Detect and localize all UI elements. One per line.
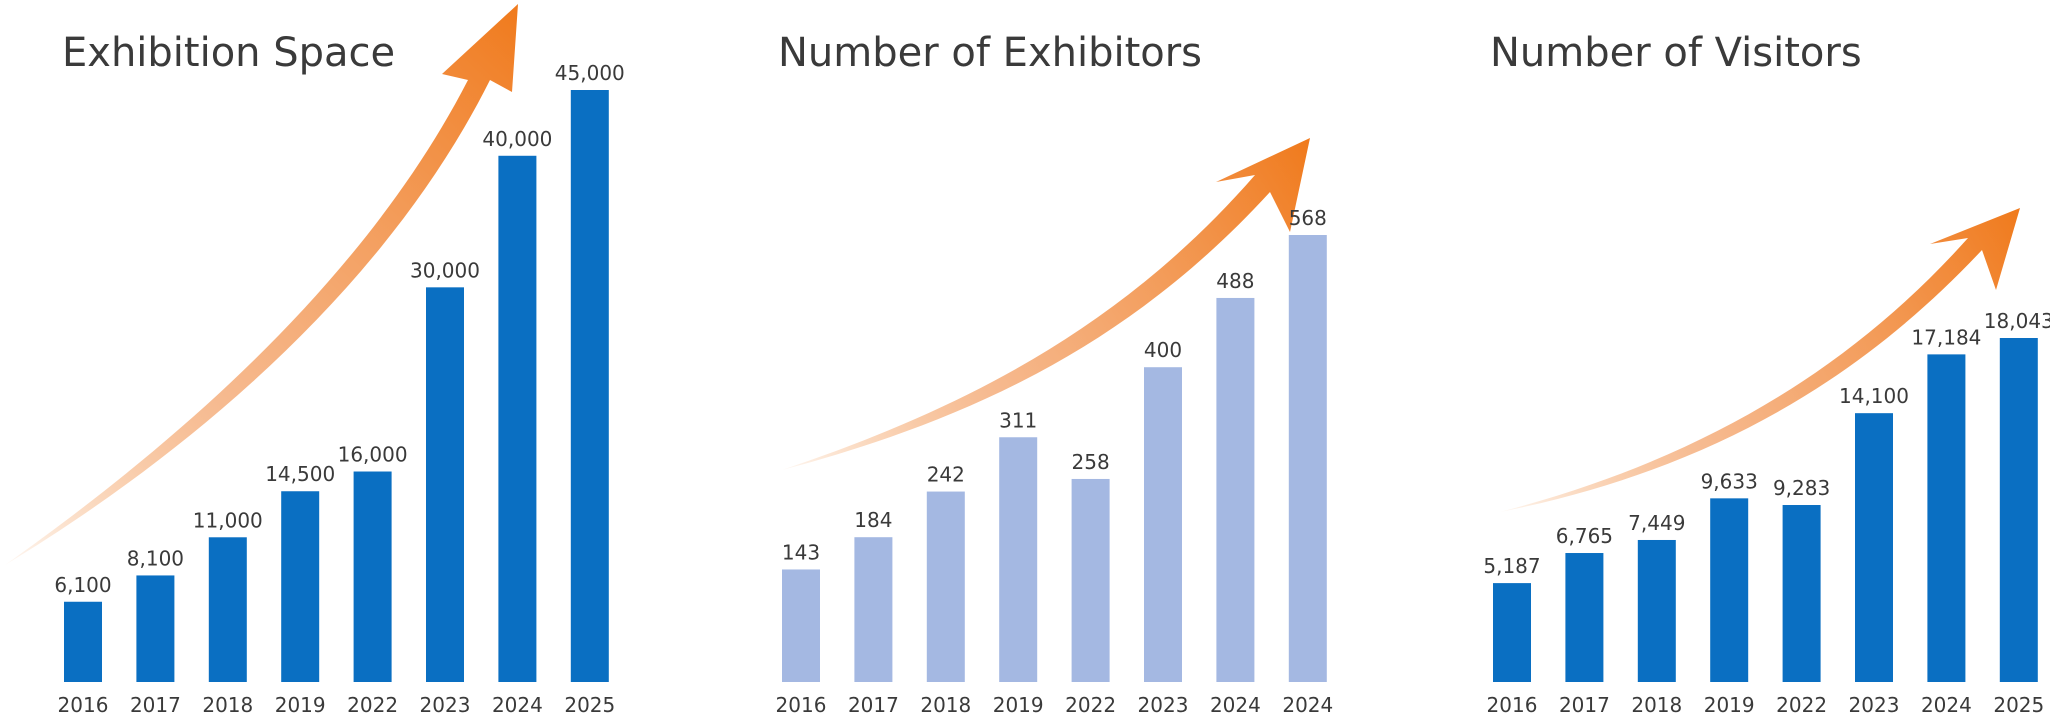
data-label: 8,100: [127, 546, 184, 570]
data-label: 14,500: [265, 462, 335, 486]
bar: [498, 155, 537, 682]
bar: [570, 90, 609, 682]
bar: [926, 491, 965, 682]
data-label: 568: [1289, 206, 1327, 230]
data-label: 258: [1072, 450, 1110, 474]
bar: [353, 471, 392, 682]
growth-arrow-icon: [1500, 208, 2020, 512]
bars-group: 6,100 2016 8,100 2017 11,000 2018 14,500 2019 16…: [54, 61, 624, 714]
growth-arrow-icon: [5, 4, 518, 565]
x-tick-label: 2025: [1993, 693, 2044, 714]
bars-group: 5,187 2016 6,765 2017 7,449 2018 9,633 2019 9,28…: [1483, 309, 2050, 714]
bar: [64, 601, 102, 682]
chart-title: Exhibition Space: [62, 30, 395, 76]
data-label: 45,000: [555, 61, 625, 85]
x-tick-label: 2017: [130, 693, 181, 714]
chart-exhibition-space: Exhibition Space 6,100 2016 8,100 2017 11,00…: [5, 4, 625, 714]
bar: [1288, 235, 1327, 682]
bar: [1782, 505, 1821, 682]
data-label: 488: [1216, 269, 1254, 293]
x-tick-label: 2022: [347, 693, 398, 714]
x-tick-label: 2024: [1921, 693, 1972, 714]
chart-number-of-exhibitors: Number of Exhibitors 143 2016 184 2017 242 20…: [776, 30, 1334, 714]
x-tick-label: 2022: [1065, 693, 1116, 714]
x-tick-label: 2024: [492, 693, 543, 714]
data-label: 14,100: [1839, 384, 1909, 408]
data-label: 143: [782, 540, 820, 564]
bar: [1637, 539, 1676, 682]
growth-arrow-icon: [782, 138, 1310, 470]
bar: [782, 569, 820, 682]
chart-number-of-visitors: Number of Visitors 5,187 2016 6,765 2017 7,4…: [1483, 30, 2050, 714]
bar: [136, 575, 175, 682]
x-tick-label: 2018: [1631, 693, 1682, 714]
data-label: 311: [999, 408, 1037, 432]
data-label: 17,184: [1911, 325, 1981, 349]
x-tick-label: 2019: [1704, 693, 1755, 714]
data-label: 18,043: [1984, 309, 2050, 333]
bar: [1565, 553, 1604, 682]
x-tick-label: 2023: [1138, 693, 1189, 714]
x-tick-label: 2017: [1559, 693, 1610, 714]
bar: [426, 287, 464, 682]
bar: [999, 437, 1038, 682]
data-label: 40,000: [482, 127, 552, 151]
bar: [208, 537, 247, 682]
x-tick-label: 2024: [1210, 693, 1261, 714]
bar: [854, 537, 893, 682]
data-label: 9,633: [1701, 469, 1758, 493]
data-label: 9,283: [1773, 476, 1830, 500]
bar: [1855, 413, 1893, 682]
bar: [1216, 297, 1255, 682]
data-label: 11,000: [193, 508, 263, 532]
data-label: 6,765: [1556, 524, 1613, 548]
x-tick-label: 2018: [920, 693, 971, 714]
x-tick-label: 2019: [275, 693, 326, 714]
data-label: 184: [854, 508, 892, 532]
data-label: 6,100: [54, 573, 111, 597]
x-tick-label: 2025: [564, 693, 615, 714]
data-label: 16,000: [338, 443, 408, 467]
x-tick-label: 2022: [1776, 693, 1827, 714]
x-tick-label: 2024: [1282, 693, 1333, 714]
bar: [1927, 354, 1966, 682]
bar: [1493, 583, 1531, 682]
data-label: 7,449: [1628, 511, 1685, 535]
bar: [1071, 478, 1110, 682]
x-tick-label: 2018: [202, 693, 253, 714]
x-tick-label: 2016: [58, 693, 109, 714]
data-label: 400: [1144, 338, 1182, 362]
x-tick-label: 2019: [993, 693, 1044, 714]
bar: [1999, 338, 2038, 682]
chart-title: Number of Visitors: [1490, 30, 1862, 76]
bar: [1144, 367, 1182, 682]
data-label: 30,000: [410, 258, 480, 282]
x-tick-label: 2016: [776, 693, 827, 714]
data-label: 242: [927, 463, 965, 487]
bar: [281, 491, 320, 682]
x-tick-label: 2023: [420, 693, 471, 714]
bars-group: 143 2016 184 2017 242 2018 311 2019 258 2022 400 20…: [776, 206, 1334, 714]
bar: [1710, 498, 1749, 682]
chart-title: Number of Exhibitors: [778, 30, 1202, 76]
x-tick-label: 2016: [1487, 693, 1538, 714]
x-tick-label: 2023: [1849, 693, 1900, 714]
x-tick-label: 2017: [848, 693, 899, 714]
data-label: 5,187: [1483, 554, 1540, 578]
